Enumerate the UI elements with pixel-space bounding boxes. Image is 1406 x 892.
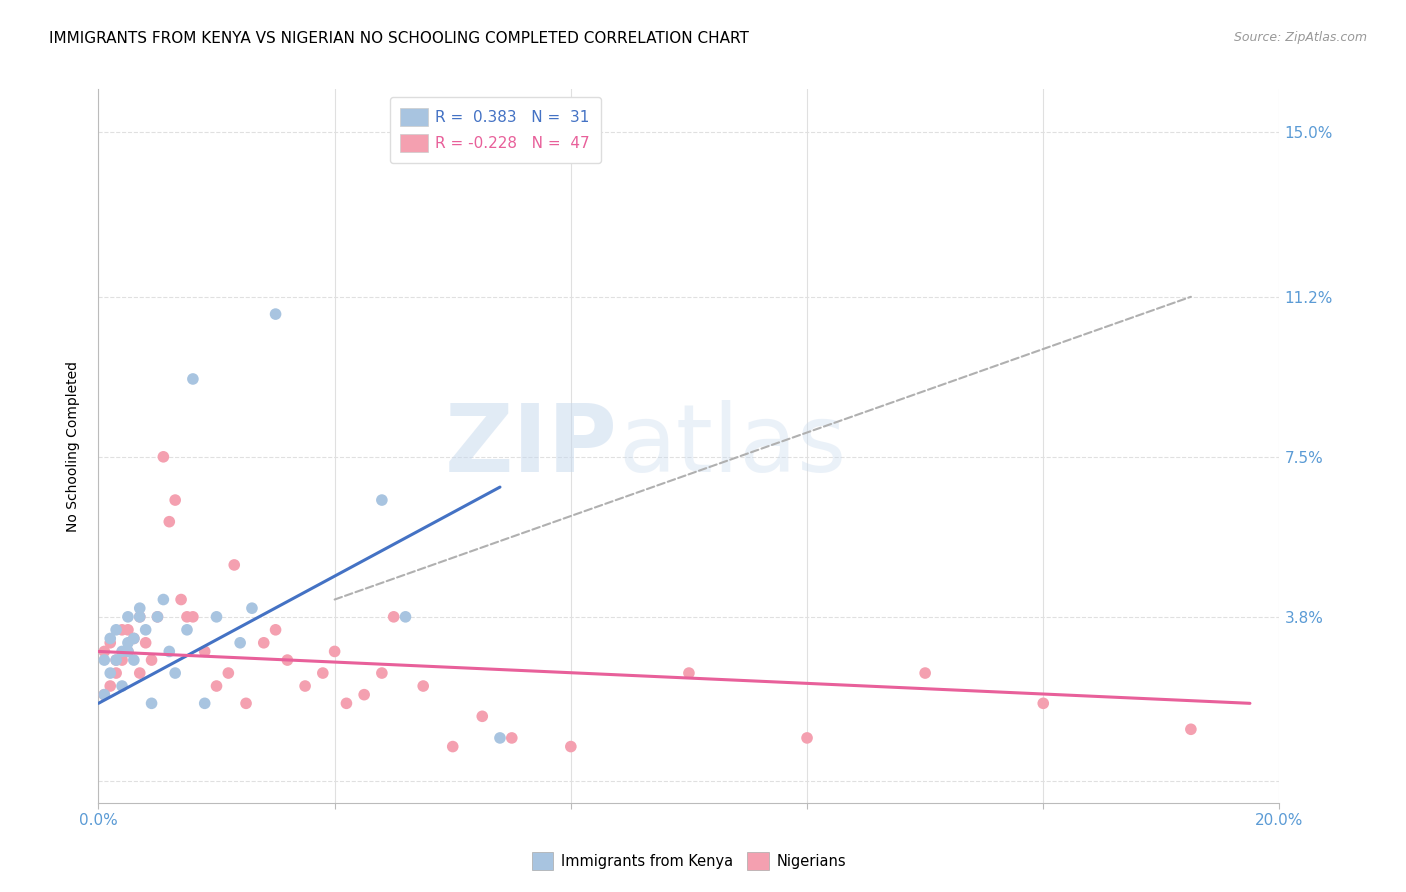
- Point: [264, 307, 287, 321]
- Point: [471, 709, 494, 723]
- Text: Source: ZipAtlas.com: Source: ZipAtlas.com: [1233, 31, 1367, 45]
- Point: [93, 688, 115, 702]
- Point: [98, 666, 121, 681]
- Point: [122, 632, 145, 646]
- Text: IMMIGRANTS FROM KENYA VS NIGERIAN NO SCHOOLING COMPLETED CORRELATION CHART: IMMIGRANTS FROM KENYA VS NIGERIAN NO SCH…: [49, 31, 749, 46]
- Point: [135, 636, 157, 650]
- Point: [128, 666, 150, 681]
- Point: [117, 623, 139, 637]
- Point: [253, 636, 276, 650]
- Point: [111, 653, 134, 667]
- Point: [93, 653, 115, 667]
- Text: atlas: atlas: [619, 400, 846, 492]
- Point: [205, 679, 228, 693]
- Point: [264, 623, 287, 637]
- Point: [489, 731, 512, 745]
- Point: [181, 372, 204, 386]
- Point: [371, 666, 394, 681]
- Point: [165, 666, 187, 681]
- Point: [152, 450, 174, 464]
- Point: [194, 696, 217, 710]
- Point: [111, 623, 134, 637]
- Point: [229, 636, 252, 650]
- Point: [98, 636, 121, 650]
- Point: [157, 644, 180, 658]
- Point: [353, 688, 375, 702]
- Point: [181, 610, 204, 624]
- Point: [165, 493, 187, 508]
- Point: [501, 731, 523, 745]
- Point: [128, 601, 150, 615]
- Point: [146, 610, 169, 624]
- Point: [312, 666, 335, 681]
- Point: [276, 653, 298, 667]
- Point: [394, 610, 416, 624]
- Point: [176, 610, 198, 624]
- Point: [117, 610, 139, 624]
- Point: [111, 679, 134, 693]
- Point: [240, 601, 263, 615]
- Point: [128, 610, 150, 624]
- Point: [796, 731, 818, 745]
- Point: [323, 644, 346, 658]
- Point: [105, 653, 128, 667]
- Point: [128, 610, 150, 624]
- Point: [111, 644, 134, 658]
- Point: [678, 666, 700, 681]
- Point: [235, 696, 257, 710]
- Point: [152, 592, 174, 607]
- Point: [382, 610, 405, 624]
- Legend: Immigrants from Kenya, Nigerians: Immigrants from Kenya, Nigerians: [524, 846, 853, 878]
- Point: [205, 610, 228, 624]
- Point: [105, 666, 128, 681]
- Point: [294, 679, 316, 693]
- Point: [441, 739, 464, 754]
- Point: [98, 632, 121, 646]
- Point: [93, 644, 115, 658]
- Point: [176, 623, 198, 637]
- Point: [412, 679, 434, 693]
- Point: [117, 636, 139, 650]
- Point: [146, 610, 169, 624]
- Y-axis label: No Schooling Completed: No Schooling Completed: [66, 360, 80, 532]
- Point: [1180, 723, 1202, 737]
- Point: [224, 558, 246, 572]
- Point: [105, 623, 128, 637]
- Point: [170, 592, 193, 607]
- Point: [122, 653, 145, 667]
- Point: [93, 688, 115, 702]
- Point: [122, 632, 145, 646]
- Point: [98, 679, 121, 693]
- Point: [914, 666, 936, 681]
- Point: [335, 696, 357, 710]
- Point: [194, 644, 217, 658]
- Point: [141, 696, 163, 710]
- Point: [117, 644, 139, 658]
- Point: [117, 644, 139, 658]
- Point: [217, 666, 239, 681]
- Point: [1032, 696, 1054, 710]
- Text: ZIP: ZIP: [446, 400, 619, 492]
- Point: [141, 653, 163, 667]
- Point: [371, 493, 394, 508]
- Point: [105, 653, 128, 667]
- Point: [135, 623, 157, 637]
- Point: [157, 515, 180, 529]
- Point: [560, 739, 582, 754]
